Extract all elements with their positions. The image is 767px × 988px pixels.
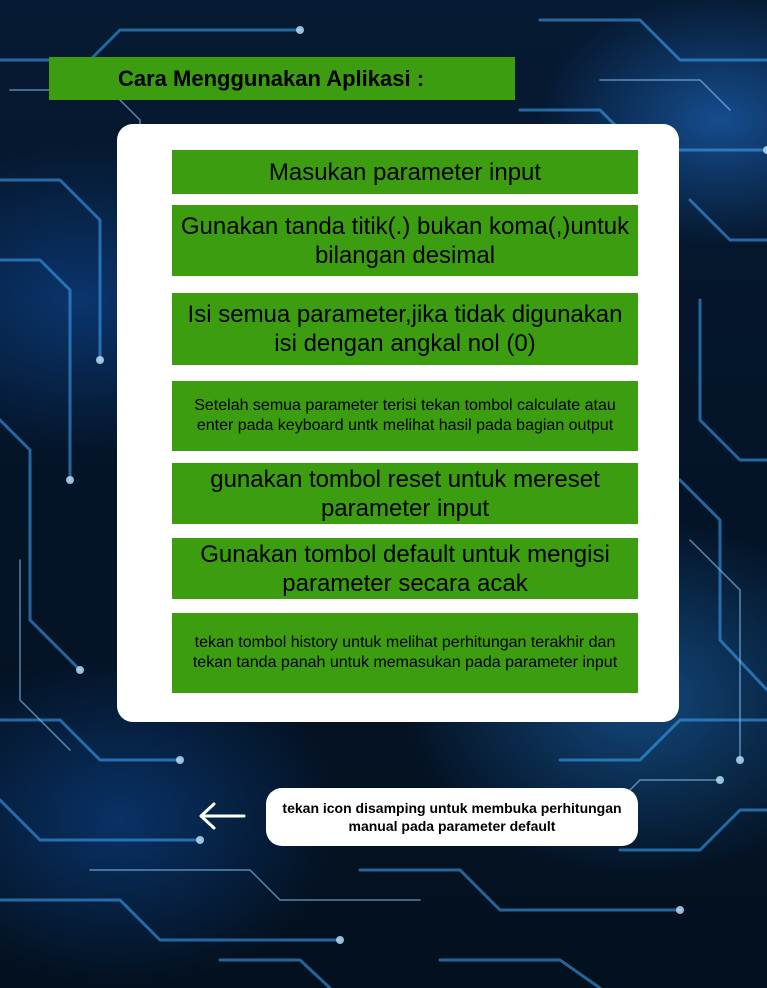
hint-text: tekan icon disamping untuk membuka perhi… [282, 800, 622, 834]
instruction-step-4: Setelah semua parameter terisi tekan tom… [172, 381, 638, 451]
arrow-left-icon[interactable] [196, 800, 248, 832]
instruction-step-1: Masukan parameter input [172, 150, 638, 194]
hint-bubble: tekan icon disamping untuk membuka perhi… [266, 788, 638, 846]
instruction-step-7: tekan tombol history untuk melihat perhi… [172, 613, 638, 693]
instruction-step-3: Isi semua parameter,jika tidak digunakan… [172, 293, 638, 365]
instruction-step-5: gunakan tombol reset untuk mereset param… [172, 463, 638, 524]
header-bar: Cara Menggunakan Aplikasi : [49, 57, 515, 100]
page-title: Cara Menggunakan Aplikasi : [118, 65, 425, 91]
instruction-step-6: Gunakan tombol default untuk mengisi par… [172, 538, 638, 599]
instruction-step-2: Gunakan tanda titik(.) bukan koma(,)untu… [172, 205, 638, 276]
